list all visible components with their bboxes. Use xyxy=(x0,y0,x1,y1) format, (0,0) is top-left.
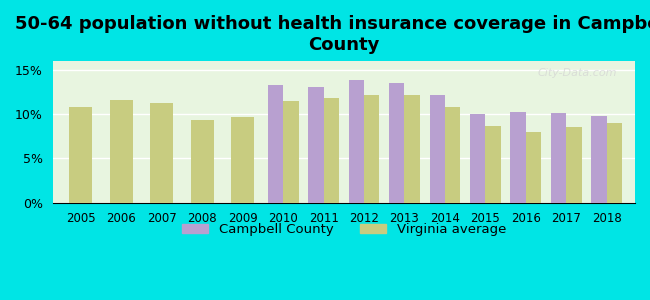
Bar xyxy=(231,117,254,203)
Bar xyxy=(308,87,324,203)
Bar xyxy=(486,127,500,203)
Text: City-Data.com: City-Data.com xyxy=(538,68,617,78)
Bar xyxy=(404,95,420,203)
Bar xyxy=(190,120,214,203)
Bar xyxy=(389,83,404,203)
Bar xyxy=(324,98,339,203)
Bar xyxy=(70,107,92,203)
Bar xyxy=(430,94,445,203)
Bar xyxy=(510,112,526,203)
Bar xyxy=(606,123,622,203)
Bar xyxy=(110,100,133,203)
Title: 50-64 population without health insurance coverage in Campbell
County: 50-64 population without health insuranc… xyxy=(16,15,650,54)
Bar xyxy=(592,116,606,203)
Legend: Campbell County, Virginia average: Campbell County, Virginia average xyxy=(176,218,512,242)
Bar xyxy=(364,95,380,203)
Bar xyxy=(445,107,460,203)
Bar xyxy=(283,101,298,203)
Bar xyxy=(268,85,283,203)
Bar xyxy=(566,128,582,203)
Bar xyxy=(551,113,566,203)
Bar xyxy=(470,114,486,203)
Bar xyxy=(150,103,174,203)
Bar xyxy=(526,132,541,203)
Bar xyxy=(348,80,364,203)
